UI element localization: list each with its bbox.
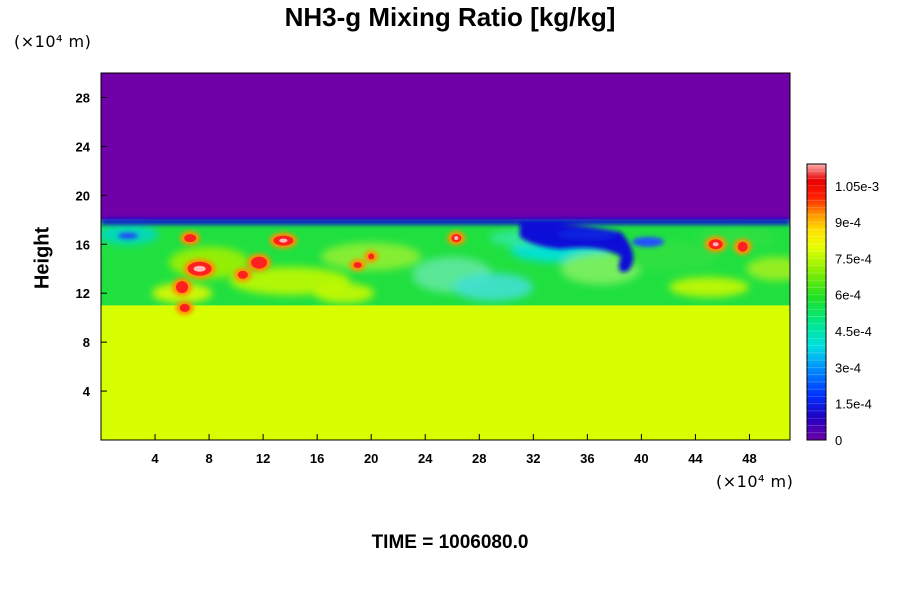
colorbar-tick-label: 0 bbox=[835, 433, 842, 448]
y-tick-label: 16 bbox=[76, 237, 90, 252]
time-label: TIME = 1006080.0 bbox=[371, 532, 529, 553]
y-tick-label: 8 bbox=[83, 335, 90, 350]
low-value-features bbox=[101, 218, 790, 273]
x-axis: 4 8 12 16 20 24 28 32 36 40 44 48 bbox=[151, 434, 757, 466]
chart-title: NH3-g Mixing Ratio [kg/kg] bbox=[284, 2, 616, 32]
x-tick-label: 36 bbox=[580, 451, 594, 466]
x-tick-label: 48 bbox=[742, 451, 756, 466]
plot-frame bbox=[100, 72, 791, 441]
y-tick-label: 28 bbox=[76, 90, 90, 105]
colorbar-tick-label: 4.5e-4 bbox=[835, 324, 872, 339]
x-tick-label: 40 bbox=[634, 451, 648, 466]
colorbar-tick-label: 1.5e-4 bbox=[835, 397, 872, 412]
x-tick-label: 24 bbox=[418, 451, 433, 466]
colorbar-tick-label: 6e-4 bbox=[835, 288, 861, 303]
region-lower-layer bbox=[101, 305, 790, 440]
plot-area bbox=[101, 73, 790, 440]
y-tick-label: 12 bbox=[76, 286, 90, 301]
x-tick-label: 20 bbox=[364, 451, 378, 466]
y-axis: 4 8 12 16 20 24 28 bbox=[76, 90, 107, 399]
y-axis-unit: (×10⁴ m) bbox=[14, 32, 92, 51]
colorbar: 0 1.5e-4 3e-4 4.5e-4 6e-4 7.5e-4 9e-4 1.05e-3 bbox=[806, 163, 879, 448]
x-tick-label: 12 bbox=[256, 451, 270, 466]
x-tick-label: 28 bbox=[472, 451, 486, 466]
colorbar-tick-label: 1.05e-3 bbox=[835, 179, 879, 194]
x-tick-label: 8 bbox=[205, 451, 212, 466]
x-axis-unit: (×10⁴ m) bbox=[716, 472, 794, 491]
region-above-cloud bbox=[101, 73, 790, 220]
x-tick-label: 4 bbox=[151, 451, 159, 466]
x-tick-label: 44 bbox=[688, 451, 703, 466]
colorbar-tick-label: 3e-4 bbox=[835, 360, 861, 375]
y-tick-label: 24 bbox=[76, 139, 91, 154]
y-tick-label: 4 bbox=[83, 384, 91, 399]
y-tick-label: 20 bbox=[76, 188, 90, 203]
colorbar-scale bbox=[806, 163, 827, 441]
x-tick-label: 32 bbox=[526, 451, 540, 466]
colorbar-tick-label: 9e-4 bbox=[835, 215, 861, 230]
colorbar-tick-label: 7.5e-4 bbox=[835, 251, 872, 266]
x-tick-label: 16 bbox=[310, 451, 324, 466]
high-value-features bbox=[172, 231, 752, 315]
